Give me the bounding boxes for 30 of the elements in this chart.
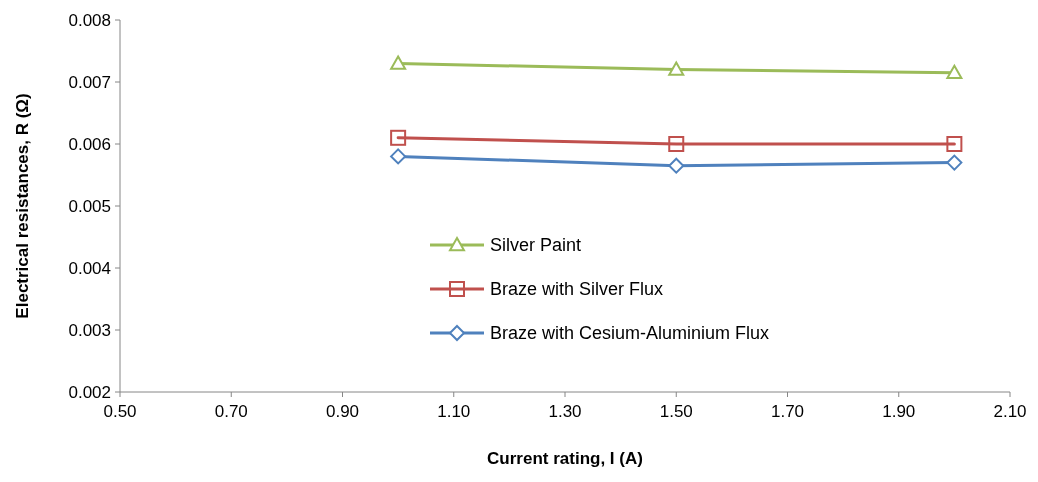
x-tick-label: 1.10 (437, 402, 471, 421)
y-tick-label: 0.008 (68, 10, 111, 30)
x-tick-label: 1.50 (659, 402, 693, 421)
point (946, 154, 963, 171)
point (668, 136, 685, 152)
x-tick-label: 1.30 (548, 402, 582, 421)
legend-label: Braze with Silver Flux (490, 279, 664, 300)
y-tick-label: 0.004 (68, 258, 111, 278)
point (390, 148, 407, 165)
x-tick-label: 1.90 (882, 402, 916, 421)
point (668, 61, 685, 76)
x-tick-label: 2.10 (993, 402, 1027, 421)
y-tick-label: 0.007 (68, 72, 111, 92)
x-axis-title: Current rating, I (A) (487, 449, 643, 468)
point (668, 157, 685, 174)
point (946, 64, 963, 79)
legend-label: Braze with Cesium-Aluminium Flux (490, 323, 770, 344)
y-tick-label: 0.005 (68, 196, 111, 216)
point (390, 55, 407, 70)
point (390, 129, 407, 146)
x-tick-label: 0.90 (325, 402, 360, 421)
legend-label: Silver Paint (490, 235, 582, 256)
y-axis-title: Electrical resistances, R (Ω) (13, 93, 32, 319)
x-tick-label: 1.70 (770, 402, 805, 421)
x-tick-label: 0.70 (214, 402, 248, 421)
y-tick-label: 0.002 (68, 382, 111, 402)
point (946, 136, 963, 152)
y-tick-label: 0.006 (68, 134, 111, 154)
x-tick-label: 0.50 (103, 402, 137, 421)
y-tick-label: 0.003 (68, 320, 111, 340)
